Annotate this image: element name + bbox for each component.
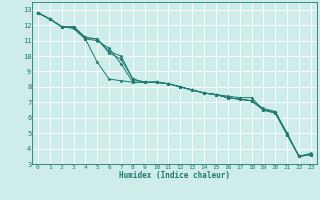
X-axis label: Humidex (Indice chaleur): Humidex (Indice chaleur): [119, 171, 230, 180]
